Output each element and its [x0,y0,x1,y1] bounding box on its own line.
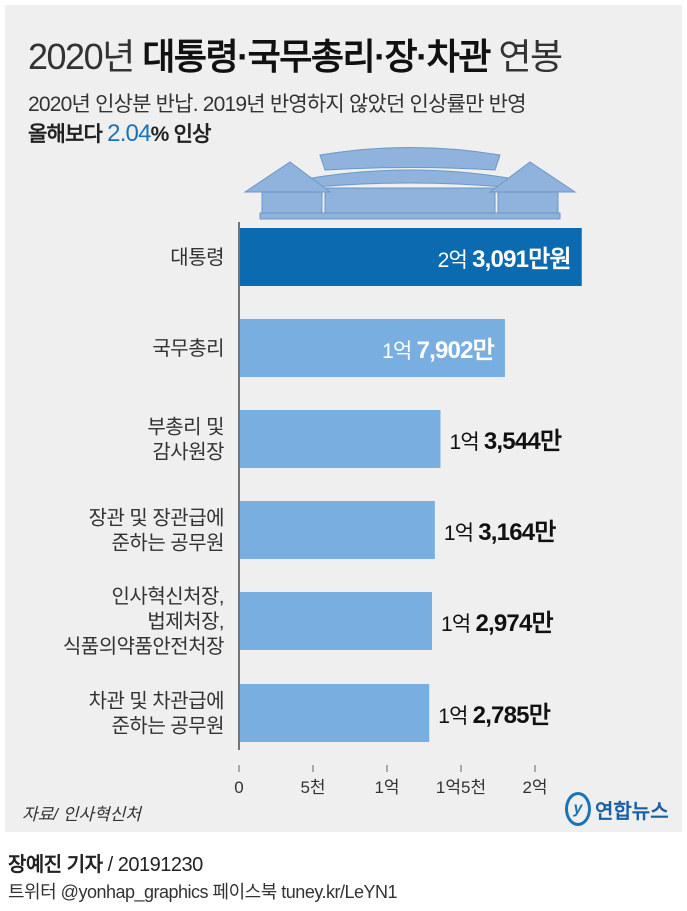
bar [240,410,441,468]
social-links: 트위터 @yonhap_graphics 페이스북 tuney.kr/LeYN1 [8,882,398,902]
value-label: 1억 3,544만 [449,428,561,455]
x-tick-label: 0 [234,778,243,797]
blue-house-illustration [243,147,577,220]
bar [240,684,430,742]
bar [240,228,582,286]
x-tick-label: 1억5천 [436,778,486,797]
value-label: 1억 3,164만 [444,519,556,546]
x-tick-label: 5천 [300,778,325,797]
value-label: 1억 2,974만 [441,610,553,637]
category-label: 국무총리 [152,337,224,360]
category-label: 부총리 및 감사원장 [147,416,224,464]
category-label: 장관 및 장관급에 준하는 공무원 [89,507,224,555]
source-note: 자료/ 인사혁신처 [22,805,141,824]
chart-title: 2020년 대통령·국무총리·장·차관 연봉 [28,36,563,77]
yonhap-logo: y 연합뉴스 [565,792,669,826]
subtitle: 2020년 인상분 반납. 2019년 반영하지 않았던 인상률만 반영 [28,93,527,116]
subtitle-increase: 올해보다 2.04% 인상 [28,120,211,147]
logo-mark-icon: y [565,792,591,826]
value-label: 1억 2,785만 [438,702,550,729]
category-label: 인사혁신처장, 법제처장, 식품의약품안전처장 [63,585,224,658]
value-label: 1억 7,902만 [382,337,494,364]
bar [240,319,505,377]
category-label: 대통령 [170,246,224,269]
bar [240,501,435,559]
x-tick-label: 2억 [522,778,547,797]
value-label: 2억 3,091만원 [438,246,571,273]
bar [240,592,433,650]
x-tick-label: 1억 [374,778,399,797]
category-label: 차관 및 차관급에 준하는 공무원 [89,690,224,738]
byline: 장예진 기자 / 20191230 [8,854,203,876]
